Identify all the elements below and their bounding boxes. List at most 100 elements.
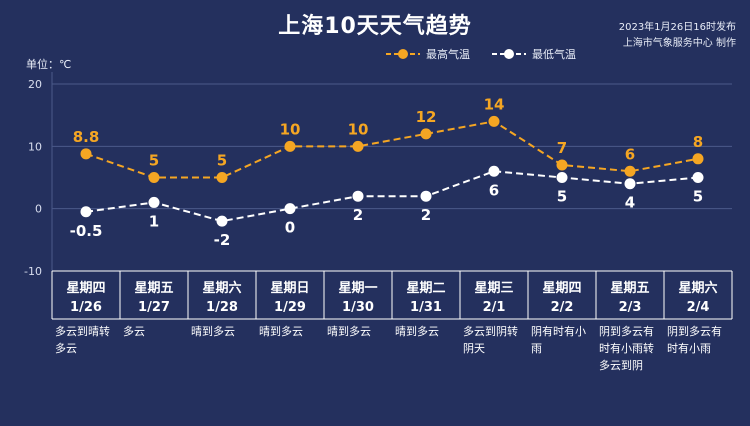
data-label-high: 8.8: [73, 128, 100, 146]
y-tick-label: -10: [24, 265, 42, 278]
series-line-low: [85, 170, 699, 223]
legend-item-low: 最低气温: [492, 46, 576, 62]
legend-marker-high: [386, 49, 420, 59]
data-label-low: 1: [149, 212, 159, 230]
data-point-low: [352, 190, 364, 202]
data-point-low: [692, 172, 704, 183]
y-tick-label: 0: [35, 203, 42, 216]
weather-description-line: 多云到阴转: [463, 325, 518, 338]
data-point-high: [352, 140, 364, 152]
publish-time: 2023年1月26日16时发布: [618, 22, 736, 33]
weather-description-line: 雨: [531, 342, 542, 355]
data-label-high: 7: [557, 139, 567, 157]
data-point-low: [80, 206, 92, 218]
data-point-high: [284, 140, 296, 152]
x-tick-label: 2/2: [551, 300, 574, 315]
x-tick-label: 1/27: [138, 300, 170, 315]
x-tick-label: 2/3: [619, 300, 642, 315]
data-point-low: [488, 165, 500, 177]
weekday-label: 星期六: [202, 280, 241, 296]
x-tick-label: 2/4: [687, 300, 710, 315]
weather-description-line: 晴到多云: [191, 325, 235, 338]
x-tick-label: 2/1: [483, 300, 506, 315]
data-point-low: [148, 196, 160, 208]
weekday-label: 星期二: [406, 281, 445, 296]
weather-description-line: 晴到多云: [327, 325, 371, 338]
x-tick-label: 1/28: [206, 300, 238, 315]
weather-description-line: 时有小雨转: [599, 342, 654, 355]
data-point-low: [556, 172, 568, 183]
weather-description-line: 时有小雨: [667, 342, 711, 355]
weekday-label: 星期一: [338, 281, 377, 296]
weekday-label: 星期五: [610, 281, 649, 296]
legend-label-low: 最低气温: [532, 48, 576, 61]
weather-description-line: 晴到多云: [259, 325, 303, 338]
data-point-high: [488, 115, 500, 127]
weather-description: 多云: [123, 323, 195, 340]
chart-title: 上海10天天气趋势: [278, 14, 472, 39]
weather-description: 阴到多云有 时有小雨: [667, 323, 739, 357]
data-label-high: 5: [149, 152, 159, 170]
weather-description: 多云到阴转 阴天: [463, 323, 535, 357]
unit-label: 单位：℃: [26, 58, 72, 71]
legend-marker-low: [492, 49, 526, 59]
data-point-high: [556, 159, 568, 171]
weekday-label: 星期四: [66, 281, 105, 296]
data-label-high: 10: [280, 120, 301, 138]
weather-description-line: 阴到多云有: [667, 325, 722, 338]
weather-description: 晴到多云: [327, 323, 399, 340]
data-label-high: 5: [217, 152, 227, 170]
y-tick-label: 10: [28, 140, 42, 153]
data-label-low: -2: [214, 231, 231, 249]
legend-label-high: 最高气温: [426, 48, 470, 61]
data-label-high: 14: [484, 95, 505, 113]
data-label-low: 2: [353, 206, 363, 224]
data-label-low: -0.5: [70, 222, 103, 240]
weekday-label: 星期日: [270, 281, 309, 296]
data-point-low: [216, 215, 228, 227]
weather-description-line: 多云到晴转: [55, 325, 110, 338]
weather-description: 阴有时有小雨: [531, 323, 603, 357]
weather-description: 晴到多云: [191, 323, 263, 340]
data-label-high: 6: [625, 145, 635, 163]
publisher: 上海市气象服务中心 制作: [622, 38, 736, 49]
data-label-high: 10: [348, 120, 369, 138]
x-tick-label: 1/31: [410, 300, 442, 315]
data-point-low: [624, 178, 636, 190]
weekday-label: 星期六: [678, 280, 717, 296]
data-label-low: 6: [489, 181, 499, 199]
series-line-high: [85, 120, 699, 179]
data-point-low: [284, 203, 296, 215]
data-label-low: 5: [557, 188, 567, 206]
weather-description-line: 多云: [55, 342, 77, 355]
x-tick-label: 1/26: [70, 300, 102, 315]
data-point-high: [692, 153, 704, 165]
data-label-low: 5: [693, 188, 703, 206]
weather-description-line: 阴有时有小: [531, 325, 586, 338]
weather-description-line: 阴到多云有: [599, 325, 654, 338]
weekday-label: 星期三: [474, 281, 513, 296]
weather-description-line: 多云: [123, 325, 145, 338]
legend-item-high: 最高气温: [386, 46, 470, 62]
weekday-label: 星期五: [134, 281, 173, 296]
data-label-high: 12: [416, 108, 437, 126]
data-point-high: [420, 128, 432, 140]
publish-info: 2023年1月26日16时发布 上海市气象服务中心 制作: [619, 20, 736, 52]
data-label-low: 4: [625, 194, 635, 212]
data-point-high: [624, 165, 636, 177]
legend: 最高气温 最低气温: [386, 46, 598, 62]
data-point-high: [80, 148, 92, 160]
data-label-low: 0: [285, 219, 295, 237]
data-label-low: 2: [421, 206, 431, 224]
weekday-label: 星期四: [542, 281, 581, 296]
weather-description-line: 阴天: [463, 342, 485, 355]
data-label-high: 8: [693, 133, 703, 151]
x-tick-label: 1/30: [342, 300, 374, 315]
x-tick-label: 1/29: [274, 300, 306, 315]
weather-description-line: 晴到多云: [395, 325, 439, 338]
weather-description: 晴到多云: [395, 323, 467, 340]
data-point-low: [420, 190, 432, 202]
weather-description: 多云到晴转 多云: [55, 323, 127, 357]
data-point-high: [148, 172, 160, 183]
